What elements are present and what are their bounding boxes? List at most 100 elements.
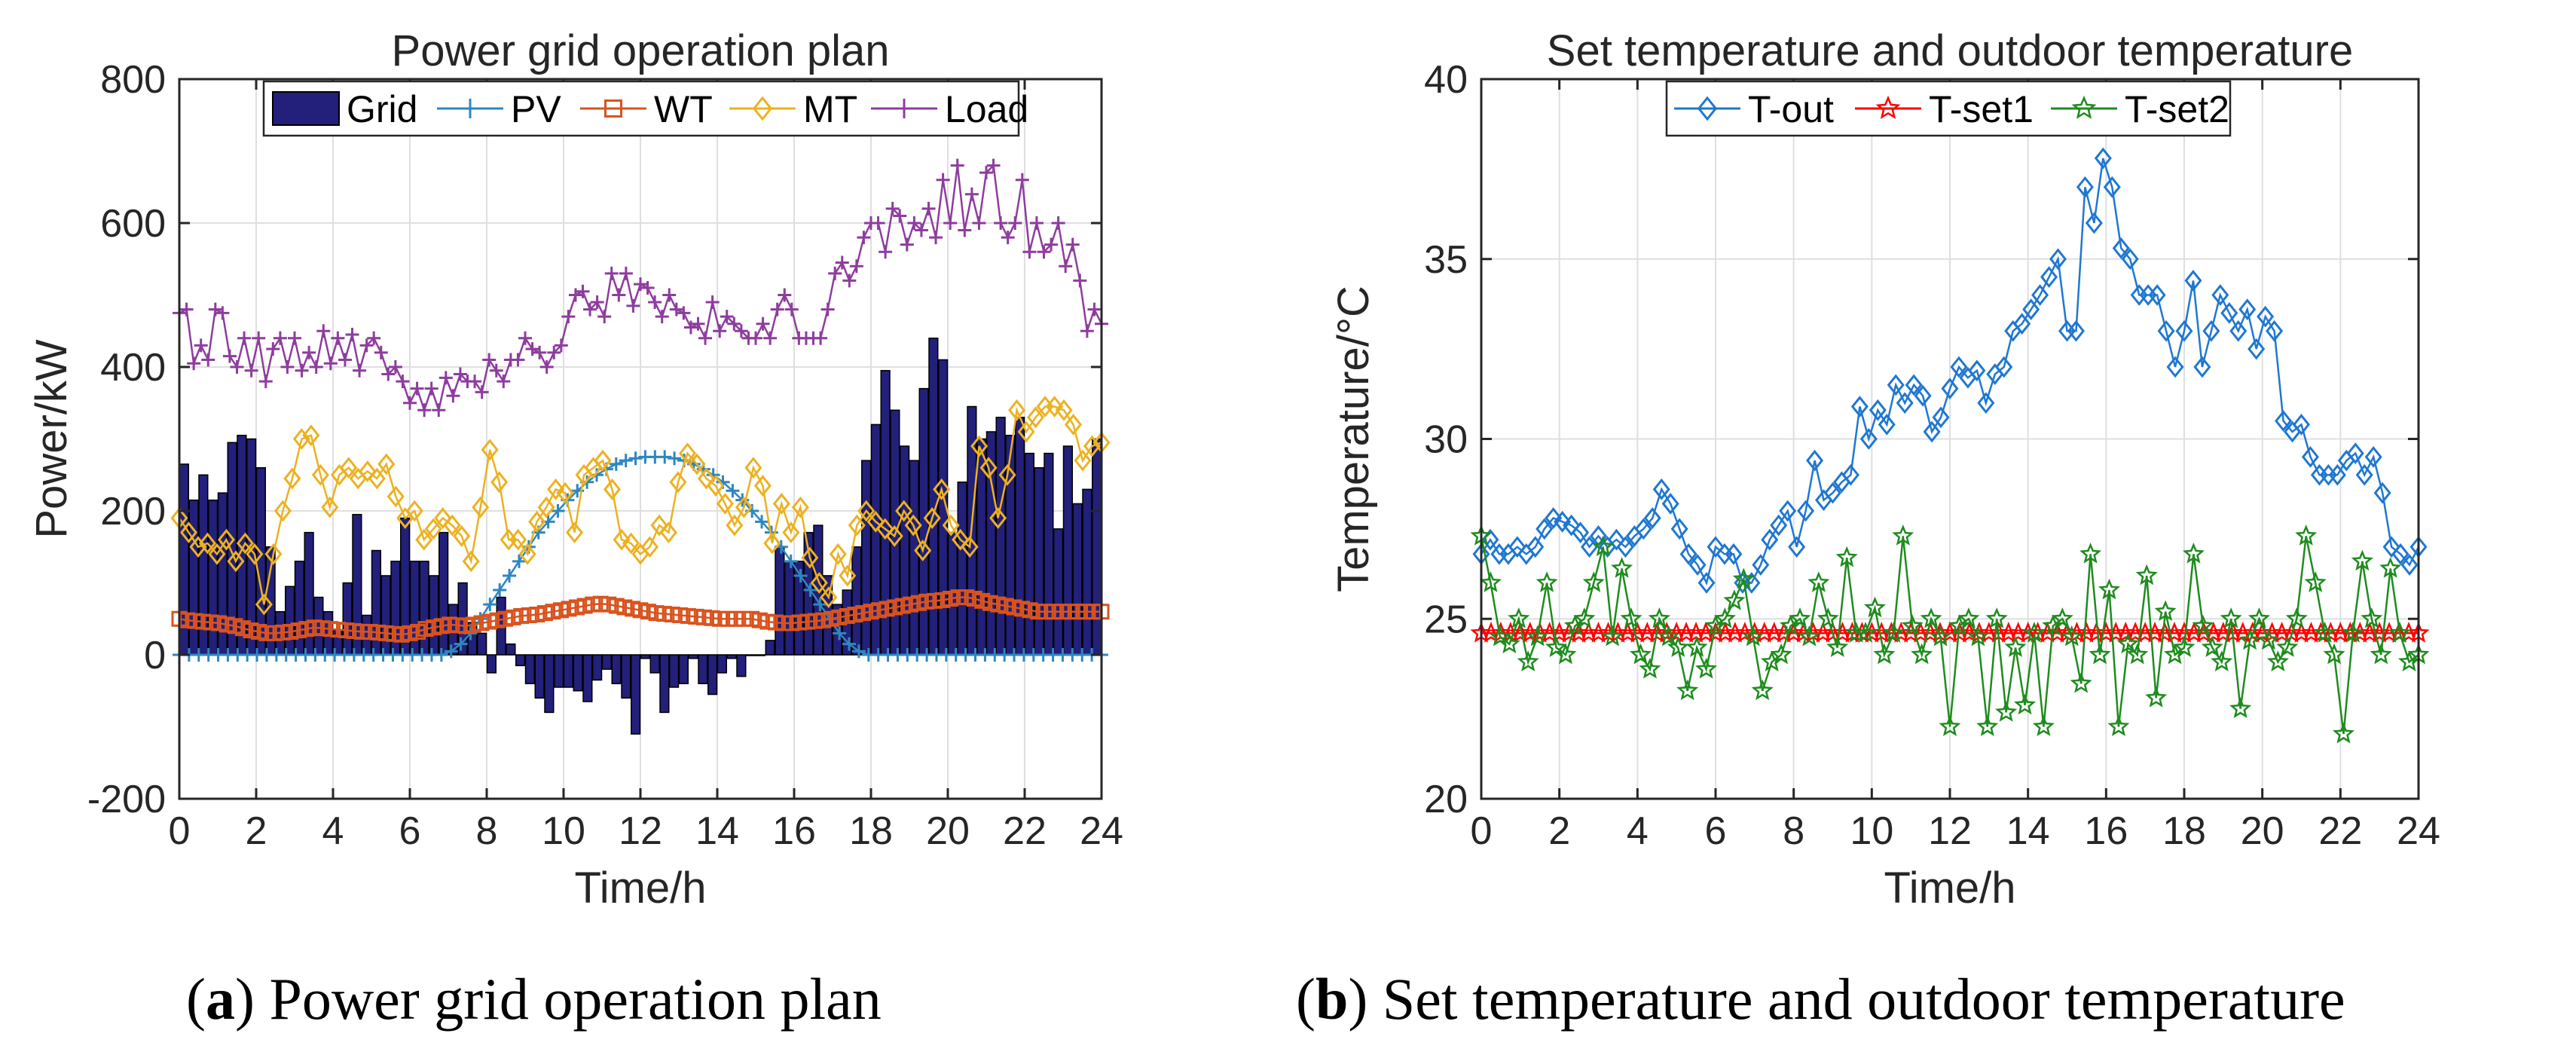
- y-tick-label: 40: [1424, 58, 1468, 102]
- caption-b: (b) Set temperature and outdoor temperat…: [1296, 966, 2345, 1032]
- point-t-out: [2238, 298, 2257, 321]
- point-mt: [933, 478, 951, 500]
- point-mt: [716, 493, 734, 515]
- point-t-set2: [2098, 578, 2121, 600]
- bar-grid: [534, 654, 545, 699]
- point-mt: [895, 500, 913, 522]
- point-t-out: [1923, 420, 1941, 443]
- point-t-out: [1859, 428, 1878, 450]
- point-wt: [290, 622, 307, 639]
- point-t-set2: [1704, 614, 1727, 636]
- bar-grid: [957, 482, 967, 656]
- point-wt: [894, 598, 911, 614]
- point-load: [1080, 324, 1094, 338]
- point-load: [943, 216, 958, 230]
- point-t-set2: [2361, 607, 2383, 628]
- x-tick-label: 6: [399, 809, 421, 853]
- point-load: [900, 237, 914, 252]
- bar-grid: [765, 640, 775, 656]
- bar-grid: [429, 575, 439, 656]
- bar-grid: [909, 460, 919, 656]
- point-load: [842, 274, 857, 288]
- point-t-set2: [1732, 567, 1755, 589]
- bar-grid: [554, 654, 564, 688]
- y-tick-label: 20: [1424, 778, 1468, 821]
- point-wt: [656, 606, 673, 622]
- point-t-set2: [1695, 657, 1718, 679]
- point-t-out: [2193, 356, 2211, 378]
- point-t-out: [1707, 536, 1725, 558]
- point-t-out: [2013, 313, 2031, 335]
- point-wt: [632, 602, 649, 619]
- legend-marker: [752, 96, 773, 121]
- point-wt: [704, 610, 720, 626]
- bar-grid: [544, 654, 555, 714]
- point-t-out: [2220, 301, 2238, 324]
- point-load: [273, 331, 287, 345]
- point-load: [489, 363, 503, 378]
- point-wt: [211, 615, 228, 631]
- point-wt: [322, 621, 338, 638]
- point-load: [907, 216, 921, 230]
- point-mt: [952, 528, 970, 551]
- point-wt: [720, 610, 736, 627]
- bar-grid: [1053, 528, 1064, 656]
- point-wt: [314, 620, 331, 637]
- point-wt: [910, 595, 927, 611]
- point-wt: [1062, 604, 1078, 620]
- point-t-set2: [1995, 701, 2018, 722]
- point-t-set2: [2154, 600, 2177, 622]
- caption-b-label: b: [1316, 966, 1348, 1032]
- point-t-set2: [1517, 650, 1539, 671]
- point-load: [237, 331, 252, 345]
- point-wt: [1022, 602, 1038, 619]
- point-t-set2: [1630, 643, 1652, 665]
- point-t-out: [1941, 378, 1959, 400]
- point-load: [417, 403, 432, 417]
- series-t-set2: [1470, 524, 2430, 744]
- point-mt: [801, 546, 819, 569]
- legend-label: Grid: [347, 88, 417, 130]
- point-t-set2: [1554, 643, 1577, 665]
- point-wt: [402, 625, 418, 641]
- point-t-out: [2248, 338, 2266, 360]
- point-load: [1015, 173, 1029, 187]
- point-t-set2: [2192, 614, 2214, 636]
- point-load: [619, 266, 633, 280]
- legend-marker: [1875, 95, 1901, 119]
- point-load: [179, 302, 194, 316]
- bar-grid: [900, 445, 910, 656]
- x-axis-label: Time/h: [1884, 864, 2015, 913]
- point-t-out: [2202, 320, 2220, 342]
- point-wt: [561, 601, 577, 617]
- bar-grid: [477, 632, 487, 656]
- point-wt: [831, 609, 848, 625]
- point-wt: [918, 593, 935, 610]
- point-load: [972, 216, 986, 230]
- point-mt: [292, 428, 310, 450]
- point-t-set2: [1957, 607, 1980, 628]
- legend-label: MT: [803, 88, 857, 130]
- point-t-out: [1652, 478, 1670, 500]
- point-wt: [377, 625, 394, 641]
- point-t-out: [2266, 320, 2284, 342]
- bar-grid: [851, 546, 862, 656]
- point-wt: [449, 617, 466, 634]
- point-mt: [556, 482, 574, 504]
- point-t-out: [2022, 298, 2040, 321]
- point-load: [331, 331, 345, 345]
- bar-grid: [515, 654, 526, 667]
- point-mt: [923, 507, 941, 529]
- point-load: [763, 331, 778, 345]
- point-t-set2: [2370, 643, 2392, 665]
- point-mt: [961, 536, 979, 558]
- x-tick-label: 0: [1471, 809, 1493, 853]
- point-mt: [744, 457, 762, 479]
- point-t-set2: [1498, 632, 1520, 654]
- point-t-set2: [1985, 607, 2008, 628]
- point-load: [640, 280, 655, 295]
- point-t-out: [1545, 507, 1563, 529]
- point-load: [655, 310, 669, 324]
- x-tick-label: 22: [2318, 809, 2362, 853]
